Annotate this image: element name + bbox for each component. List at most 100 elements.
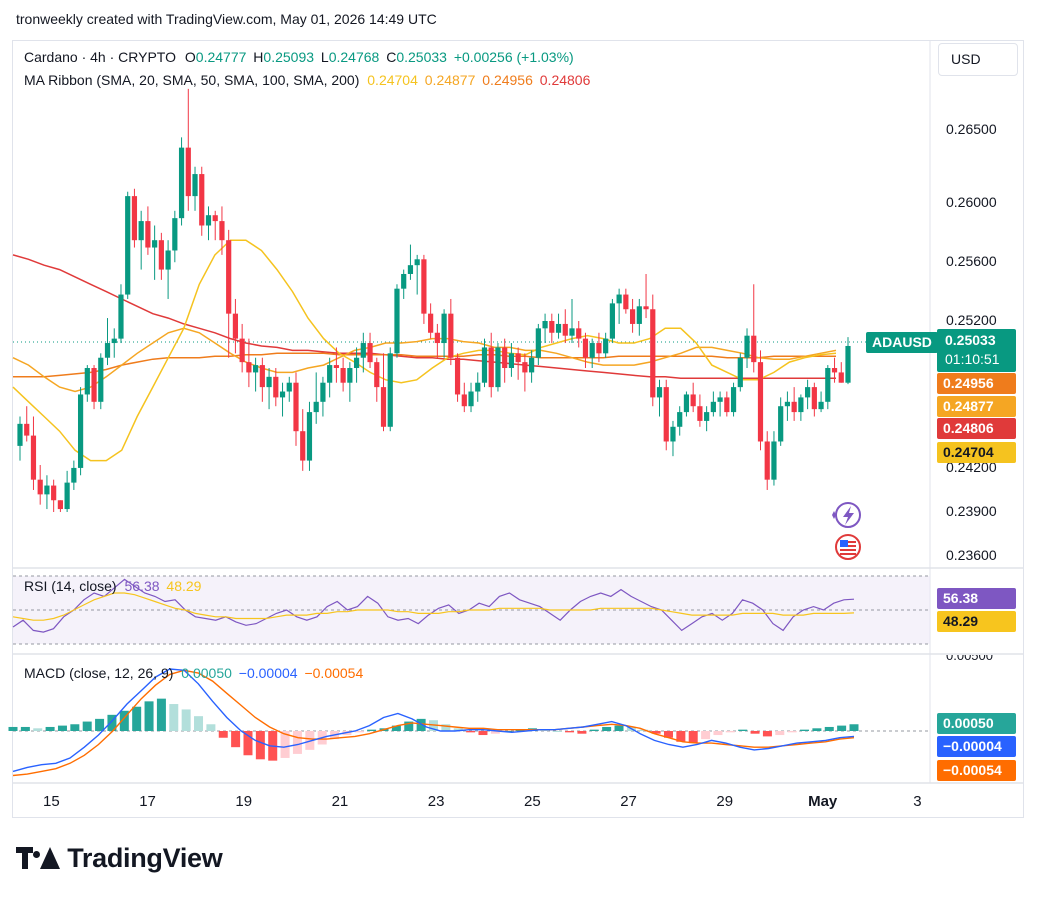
sma100-line [13, 352, 836, 378]
macd-hist-bar [762, 731, 772, 737]
macd-hist-bar [119, 710, 129, 731]
candle-body [246, 362, 252, 373]
macd-hist-bar [169, 704, 179, 731]
candle-body [192, 174, 198, 197]
candle-body [306, 412, 313, 461]
candle-body [57, 500, 63, 510]
candle-body [98, 357, 104, 402]
macd-hist-bar [292, 731, 302, 754]
candle-body [683, 394, 690, 413]
chart-frame[interactable] [12, 40, 1024, 818]
macd-hist-bar [453, 728, 463, 731]
macd-hist-bar [57, 725, 67, 731]
macd-hist-bar [800, 729, 810, 731]
last-price-value: 0.25033 [945, 332, 996, 348]
candle-body [562, 323, 568, 336]
macd-hist-bar [280, 731, 290, 758]
candle-body [178, 147, 185, 219]
macd-hist-bar [837, 725, 847, 731]
candle-body [77, 394, 84, 468]
candle-body [845, 345, 851, 383]
candle-body [44, 485, 50, 495]
time-tick: May [808, 793, 838, 810]
candle-body [259, 365, 265, 388]
macd-hist-bar [354, 731, 364, 733]
macd-hist-bar [206, 724, 216, 731]
macd-hist-bar [441, 724, 451, 731]
ma100-value: 0.24956 [482, 72, 533, 88]
macd-hist-bar [194, 716, 204, 731]
candle-body [475, 382, 481, 392]
macd-title[interactable]: MACD (close, 12, 26, 9) [24, 665, 174, 681]
macd-line-value: −0.00004 [238, 665, 298, 681]
candle-body [37, 479, 43, 495]
candle-body [313, 401, 319, 413]
candle-body [798, 397, 804, 413]
watermark-text: tronweekly created with TradingView.com,… [16, 11, 437, 27]
time-tick: 3 [913, 793, 922, 810]
candle-body [380, 387, 387, 427]
candle-body [724, 397, 730, 413]
candle-body [609, 303, 615, 339]
currency-button[interactable]: USD [938, 43, 1018, 76]
candle-body [226, 240, 232, 314]
candle-body [535, 328, 541, 358]
candle-body [401, 273, 407, 289]
ma-ribbon-title[interactable]: MA Ribbon (SMA, 20, SMA, 50, SMA, 100, S… [24, 72, 360, 88]
sma20-line [12, 239, 837, 462]
tradingview-logo[interactable]: TradingView [16, 843, 223, 874]
time-tick: 19 [235, 793, 253, 810]
price-tick: 0.25200 [946, 312, 997, 328]
macd-hist-bar [107, 714, 117, 731]
candle-body [347, 368, 353, 383]
candle-body [488, 347, 494, 388]
macd-hist-bar [775, 731, 785, 736]
legend-ohlc: Cardano · 4h · CRYPTO O0.24777 H0.25093 … [24, 49, 574, 65]
candle-body [596, 343, 602, 354]
macd-hist-bar [750, 731, 760, 734]
candle-body [374, 362, 380, 388]
macd-hist-bar [70, 724, 80, 731]
candle-body [764, 441, 770, 480]
macd-hist-value: 0.00050 [181, 665, 232, 681]
time-tick: 25 [524, 793, 541, 810]
candle-body [737, 357, 743, 388]
candle-body [434, 332, 440, 344]
macd-hist-bar [156, 698, 166, 731]
macd-hist-bar [391, 725, 401, 731]
candle-body [508, 353, 515, 369]
candle-body [145, 221, 151, 248]
candle-body [212, 215, 218, 222]
candle-body [670, 426, 676, 442]
candle-body [266, 376, 272, 388]
candle-body [232, 313, 239, 339]
macd-hist-bar [132, 706, 142, 731]
macd-hist-bar [404, 721, 414, 731]
candle-body [394, 288, 400, 354]
sma50-line [12, 327, 837, 393]
lightning-icon[interactable] [832, 502, 861, 528]
candle-body [165, 250, 171, 270]
macd-line [12, 668, 855, 773]
candle-body [414, 259, 420, 266]
macd-hist-bar [255, 731, 265, 760]
symbol-line[interactable]: Cardano · 4h · CRYPTO [24, 49, 176, 65]
macd-hist-bar [218, 731, 228, 738]
open-value: 0.24777 [195, 49, 247, 65]
legend-ma-ribbon: MA Ribbon (SMA, 20, SMA, 50, SMA, 100, S… [24, 72, 590, 88]
ma200-price-label: 0.24806 [937, 418, 1016, 439]
rsi-legend: RSI (14, close) 56.38 48.29 [24, 578, 201, 594]
us-flag-icon[interactable] [835, 534, 861, 560]
change-value: +0.00256 (+1.03%) [453, 49, 574, 65]
candle-body [441, 313, 447, 344]
macd-hist-bar [738, 729, 748, 731]
candle-body [340, 368, 346, 383]
macd-hist-bar [812, 728, 822, 731]
macd-hist-bar [602, 726, 612, 731]
candle-body [279, 391, 286, 398]
rsi-value-label: 56.38 [937, 588, 1016, 609]
time-tick: 23 [427, 793, 445, 810]
macd-hist-bar [663, 731, 673, 738]
rsi-title[interactable]: RSI (14, close) [24, 578, 117, 594]
